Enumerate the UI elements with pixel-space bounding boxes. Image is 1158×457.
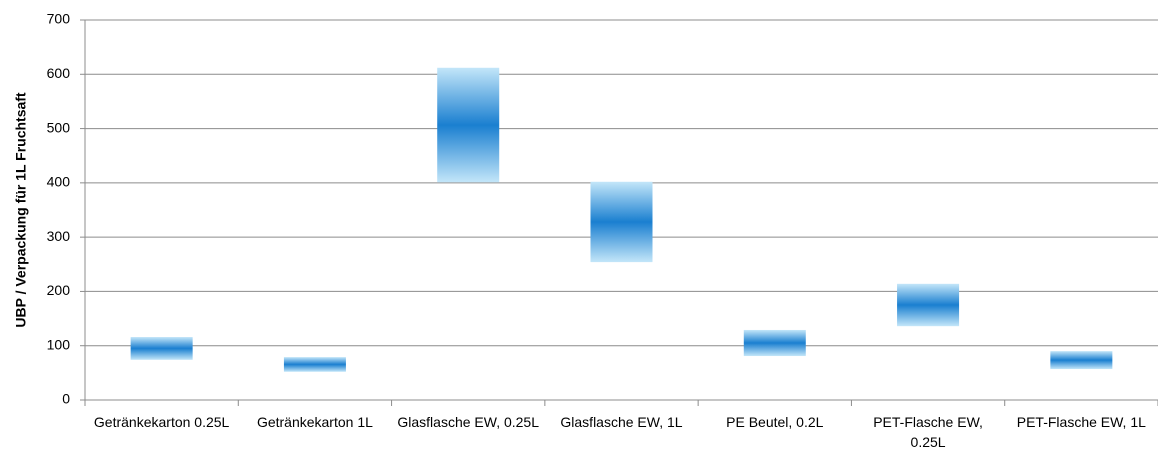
range-bar xyxy=(1050,351,1113,370)
x-tick-label: PE Beutel, 0.2L xyxy=(726,414,824,430)
x-tick-label: Glasflasche EW, 1L xyxy=(560,414,683,430)
y-tick-label: 600 xyxy=(47,65,71,81)
x-tick-label: Getränkekarton 0.25L xyxy=(93,414,230,430)
y-tick-label: 500 xyxy=(47,119,71,135)
y-tick-label: 700 xyxy=(47,11,71,27)
range-bar xyxy=(590,181,653,263)
y-tick-label: 300 xyxy=(47,228,71,244)
y-tick-label: 400 xyxy=(47,174,71,190)
x-tick-label: PET-Flasche EW, 1L xyxy=(1016,414,1146,430)
x-tick-label: PET-Flasche EW, 0.25L xyxy=(873,414,983,450)
range-bar xyxy=(130,337,193,360)
y-tick-label: 0 xyxy=(62,391,70,407)
y-tick-label: 200 xyxy=(47,282,71,298)
range-bar xyxy=(743,329,806,357)
y-axis-label: UBP / Verpackung für 1L Fruchtsaft xyxy=(13,92,29,328)
range-bar xyxy=(437,67,500,183)
x-tick-label: Glasflasche EW, 0.25L xyxy=(397,414,540,430)
range-bar xyxy=(897,283,960,327)
y-tick-label: 100 xyxy=(47,336,71,352)
range-bar xyxy=(283,357,346,372)
x-tick-label: Getränkekarton 1L xyxy=(256,414,373,430)
